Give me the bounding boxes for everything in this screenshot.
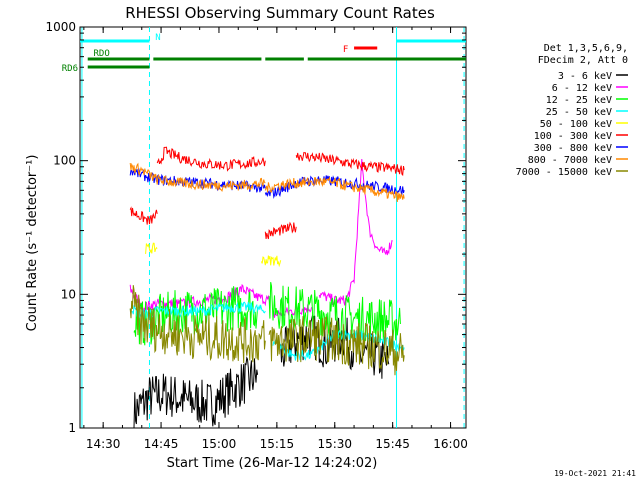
y-tick-label: 10: [61, 287, 76, 301]
series-line: [129, 285, 266, 364]
y-axis-label: Count Rate (s⁻¹ detector⁻¹): [25, 155, 40, 332]
indicator-label: RDO: [94, 49, 110, 59]
series-line: [156, 146, 266, 172]
series-line: [129, 283, 270, 315]
series-line: [129, 206, 158, 225]
series-lines: [129, 146, 405, 429]
indicator-bars: N F RDO RD6: [62, 33, 466, 74]
legend-entry-label: 25 - 50 keV: [546, 107, 612, 118]
series-line: [145, 242, 158, 254]
axes: 14:30 14:45 15:00 15:15 15:30 15:45 16:00 1 10 10…: [45, 20, 467, 451]
legend-header: FDecim 2, Att 0: [538, 55, 628, 66]
y-tick-label: 1: [68, 421, 76, 435]
footer-timestamp: 19-Oct-2021 21:41: [554, 469, 636, 478]
y-tick-label: 100: [53, 154, 76, 168]
series-line: [272, 329, 405, 361]
series-line: [133, 356, 259, 429]
y-tick-label: 1000: [45, 20, 76, 34]
legend-entry-label: 50 - 100 keV: [540, 119, 612, 130]
legend-entry-label: 12 - 25 keV: [546, 95, 612, 106]
series-line: [264, 176, 405, 203]
plot-frame: [79, 26, 467, 429]
plot-border: [79, 26, 467, 429]
series-group: [129, 162, 405, 203]
legend-entry-label: 6 - 12 keV: [552, 83, 612, 94]
x-tick-label: 16:00: [433, 437, 468, 451]
series-line: [260, 255, 282, 268]
legend-entry-label: 800 - 7000 keV: [528, 155, 612, 166]
series-group: [129, 285, 405, 376]
x-axis-label: Start Time (26-Mar-12 14:24:02): [167, 456, 378, 471]
legend-header: Det 1,3,5,6,9,: [544, 43, 628, 54]
indicator-label: N: [155, 33, 160, 43]
series-line: [318, 158, 393, 306]
chart-title: RHESSI Observing Summary Count Rates: [125, 4, 435, 22]
legend: Det 1,3,5,6,9,FDecim 2, Att 0 3 - 6 keV6 …: [516, 43, 628, 178]
series-group: [145, 242, 282, 268]
x-tick-label: 14:45: [144, 437, 179, 451]
legend-entry-label: 300 - 800 keV: [534, 143, 612, 154]
x-tick-label: 15:00: [202, 437, 237, 451]
indicator-label: F: [343, 45, 348, 55]
series-group: [129, 146, 405, 240]
legend-entry-label: 100 - 300 keV: [534, 131, 612, 142]
series-line: [129, 162, 266, 192]
series-group: [129, 301, 405, 361]
series-line: [295, 151, 405, 177]
series-line: [129, 301, 266, 322]
legend-entry-label: 7000 - 15000 keV: [516, 167, 612, 178]
series-line: [129, 168, 266, 193]
x-tick-label: 15:45: [375, 437, 410, 451]
x-tick-label: 14:30: [86, 437, 121, 451]
legend-entry-label: 3 - 6 keV: [558, 71, 612, 82]
series-line: [264, 221, 297, 240]
vertical-markers: [81, 27, 465, 428]
series-line: [268, 315, 405, 376]
x-tick-label: 15:15: [260, 437, 295, 451]
x-tick-label: 15:30: [317, 437, 352, 451]
indicator-label: RD6: [62, 64, 78, 74]
